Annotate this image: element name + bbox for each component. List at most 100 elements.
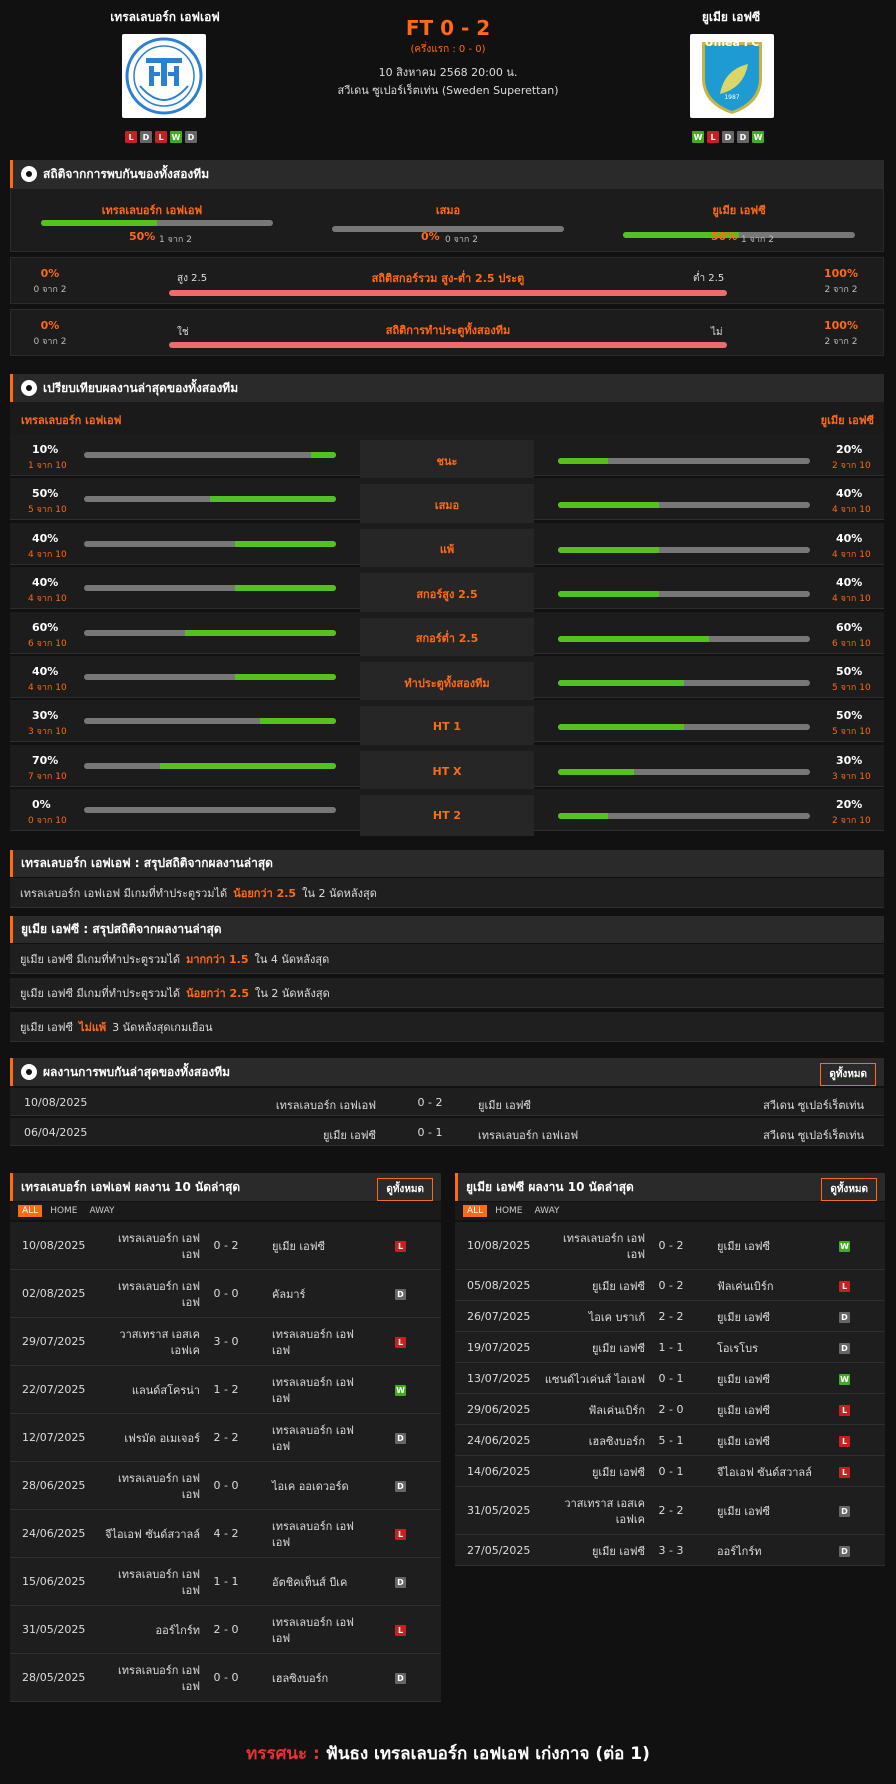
last_home-row[interactable]: 28/06/2025 เทรลเลบอร์ก เอฟ เอฟ 0 - 0 ไอเค อ…: [10, 1462, 441, 1510]
compare-home-pct: 40%: [32, 531, 59, 545]
last_home-row[interactable]: 29/07/2025 วาสเทราส เอสเค เอฟเค 3 - 0 เทรลเ…: [10, 1318, 441, 1366]
last_home-row[interactable]: 10/08/2025 เทรลเลบอร์ก เอฟ เอฟ 0 - 2 ยูเมีย…: [10, 1222, 441, 1270]
compare-home-pct: 40%: [32, 576, 59, 590]
last_home-row[interactable]: 22/07/2025 แลนด์สโครน่า 1 - 2 เทรลเลบอร์ก เ…: [10, 1366, 441, 1414]
away-team-logo[interactable]: [690, 34, 774, 118]
ou-right-sub: 2 จาก 2: [824, 285, 858, 295]
summary_home-line-text: เทรลเลบอร์ก เอฟเอฟ มีเกมที่ทำประตูรวมได้: [20, 886, 228, 900]
last_away-row[interactable]: 24/06/2025 เฮลซิงบอร์ก 5 - 1 ยูเมีย เอฟซี L: [455, 1425, 885, 1456]
h2h-view-all-button[interactable]: ดูทั้งหมด: [820, 1063, 876, 1086]
league-name[interactable]: สวีเดน ซูเปอร์เร็ตเท่น (Sweden Superetta…: [337, 84, 559, 97]
last_home-away: ไอเค ออเดวอร์ด: [272, 1480, 349, 1493]
summary_away-line-highlight: ไม่แพ้: [79, 1020, 107, 1034]
h2h-stats-header: สถิติจากการพบกันของทั้งสองทีม: [10, 160, 884, 188]
last_away-row[interactable]: 31/05/2025 วาสเทราส เอสเค เอฟเค 2 - 2 ยูเมี…: [455, 1487, 885, 1535]
compare-label: เสมอ: [360, 484, 534, 526]
last-away-view-all-button[interactable]: ดูทั้งหมด: [821, 1178, 877, 1201]
h2h-away-bar: [623, 232, 855, 238]
summary_away-line-text: ยูเมีย เอฟซี มีเกมที่ทำประตูรวมได้: [20, 952, 181, 966]
last_away-away: ออร์ไกร์ท: [717, 1544, 762, 1558]
last_home-tab-away[interactable]: AWAY: [89, 1206, 115, 1216]
last_away-tab-all[interactable]: ALL: [463, 1205, 488, 1217]
last_away-row[interactable]: 29/06/2025 ฟัลเค่นเบิร์ก 2 - 0 ยูเมีย เอฟซี…: [455, 1394, 885, 1425]
last_away-date: 10/08/2025: [467, 1239, 531, 1252]
compare-home-bar: [84, 540, 336, 547]
last_away-tab-away[interactable]: AWAY: [534, 1206, 560, 1216]
home-team-logo[interactable]: [122, 34, 206, 118]
compare-away-pct: 30%: [836, 753, 863, 767]
compare-label: สกอร์ต่ำ 2.5: [360, 617, 534, 659]
last_home-result-badge: D: [395, 1481, 406, 1492]
last_home-score: 0 - 2: [213, 1239, 239, 1252]
last_away-row[interactable]: 19/07/2025 ยูเมีย เอฟซี 1 - 1 โอเรโบร D: [455, 1332, 885, 1363]
last_away-result-badge: L: [839, 1466, 850, 1478]
last_home-row[interactable]: 31/05/2025 ออร์ไกร์ท 2 - 0 เทรลเลบอร์ก เอฟ …: [10, 1606, 441, 1654]
away-form-badge: L: [707, 131, 719, 143]
compare-away-pct: 60%: [836, 620, 863, 634]
last_away-date: 14/06/2025: [467, 1464, 531, 1478]
compare-away-sub: 4 จาก 10: [832, 549, 871, 560]
last_home-row[interactable]: 28/05/2025 เทรลเลบอร์ก เอฟ เอฟ 0 - 0 เฮลซิง…: [10, 1654, 441, 1702]
h2h-draw-label: เสมอ: [435, 204, 461, 217]
last_away-row[interactable]: 27/05/2025 ยูเมีย เอฟซี 3 - 3 ออร์ไกร์ท D: [455, 1535, 885, 1566]
last_away-home: ยูเมีย เอฟซี: [591, 1465, 645, 1479]
prediction-label: ทรรศนะ :: [246, 1744, 320, 1764]
last_away-row[interactable]: 10/08/2025 เทรลเลบอร์ก เอฟ เอฟ 0 - 2 ยูเมีย…: [455, 1222, 885, 1270]
home-team-name[interactable]: เทรลเลบอร์ก เอฟเอฟ: [110, 10, 220, 24]
compare-away-fill: [558, 768, 634, 775]
summary_away-line-text: ยูเมีย เอฟซี: [20, 1020, 74, 1034]
last_away-tab-home[interactable]: HOME: [495, 1206, 523, 1216]
h2h-score: 0 - 2: [417, 1096, 443, 1109]
last_home-tab-home[interactable]: HOME: [50, 1206, 78, 1216]
h2h-row[interactable]: 10/08/2025 เทรลเลบอร์ก เอฟเอฟ 0 - 2 ยูเมีย …: [10, 1088, 884, 1116]
btts-panel: 0% 0 จาก 2 ใช่ สถิติการทำประตูทั้งสองทีม…: [10, 309, 884, 356]
btts-left-label: ใช่: [177, 327, 189, 338]
prediction-text: ฟันธง เทรลเลบอร์ก เอฟเอฟ เก่งกาจ (ต่อ 1): [325, 1744, 650, 1764]
match-datetime: 10 สิงหาคม 2568 20:00 น.: [378, 66, 518, 79]
last_home-row[interactable]: 02/08/2025 เทรลเลบอร์ก เอฟ เอฟ 0 - 0 คัลมาร…: [10, 1270, 441, 1318]
summary-home-header: เทรลเลบอร์ก เอฟเอฟ : สรุปสถิติจากผลงานล่…: [10, 850, 884, 877]
last_away-away: โอเรโบร: [717, 1341, 758, 1355]
compare-away-fill: [558, 680, 684, 686]
ou-left-label: สูง 2.5: [177, 273, 208, 284]
last_home-result-badge: L: [395, 1529, 406, 1540]
last_home-row[interactable]: 24/06/2025 จีไอเอฟ ซันด์สวาลล์ 4 - 2 เทรลเล…: [10, 1510, 441, 1558]
h2h-away-pct: 50%: [711, 230, 738, 243]
compare-home-fill: [210, 496, 336, 503]
last_away-row[interactable]: 26/07/2025 ไอเค บราเก้ 2 - 2 ยูเมีย เอฟซี D: [455, 1301, 885, 1332]
h2h-date: 10/08/2025: [24, 1096, 88, 1109]
compare-away-pct: 40%: [836, 531, 863, 545]
last_home-tab-all[interactable]: ALL: [18, 1205, 43, 1217]
last_home-home: เทรลเลบอร์ก เอฟ เอฟ: [118, 1664, 200, 1693]
away-team-name[interactable]: ยูเมีย เอฟซี: [701, 10, 761, 24]
last_away-home: ฟัลเค่นเบิร์ก: [588, 1403, 645, 1417]
last_home-date: 29/07/2025: [22, 1335, 86, 1348]
last-away-tabs: ALL HOME AWAY: [455, 1202, 885, 1220]
last_away-result-badge: L: [839, 1280, 850, 1292]
home-form-badge: L: [155, 131, 167, 143]
btts-right-label: ไม่: [711, 327, 723, 338]
compare-home-bar: [84, 452, 336, 458]
ou-left-sub: 0 จาก 2: [33, 285, 67, 295]
compare-away-pct: 40%: [836, 487, 863, 501]
away-form-badge: W: [692, 131, 704, 143]
last_away-away: ยูเมีย เอฟซี: [717, 1240, 771, 1253]
compare-home-pct: 30%: [32, 709, 59, 723]
last_away-row[interactable]: 05/08/2025 ยูเมีย เอฟซี 0 - 2 ฟัลเค่นเบิร์ก…: [455, 1270, 885, 1301]
btts-left-sub: 0 จาก 2: [33, 337, 67, 347]
last_away-row[interactable]: 14/06/2025 ยูเมีย เอฟซี 0 - 1 จีไอเอฟ ซันด์…: [455, 1456, 885, 1487]
h2h-away-sub: 1 จาก 2: [741, 235, 774, 245]
compare-home-fill: [235, 585, 336, 592]
h2h-row[interactable]: 06/04/2025 ยูเมีย เอฟซี 0 - 1 เทรลเลบอร์ก เ…: [10, 1118, 884, 1146]
last_away-result-badge: L: [839, 1404, 850, 1416]
last_home-row[interactable]: 15/06/2025 เทรลเลบอร์ก เอฟ เอฟ 1 - 1 อัตชิค…: [10, 1558, 441, 1606]
last-home-view-all-button[interactable]: ดูทั้งหมด: [377, 1178, 433, 1201]
last_home-score: 2 - 0: [213, 1623, 239, 1636]
last_away-score: 0 - 2: [658, 1278, 684, 1292]
compare-home-pct: 70%: [32, 753, 59, 767]
btts-right-sub: 2 จาก 2: [824, 337, 858, 347]
last_away-row[interactable]: 13/07/2025 แซนด์ไวเค่นส์ ไอเอฟ 0 - 1 ยูเมีย…: [455, 1363, 885, 1394]
compare-label: HT X: [360, 750, 534, 792]
last_home-row[interactable]: 12/07/2025 เฟรมัด อเมเจอร์ 2 - 2 เทรลเลบอร์…: [10, 1414, 441, 1462]
h2h-stats-panel: เทรลเลบอร์ก เอฟเอฟ 50% 1 จาก 2 เสมอ 0% 0…: [10, 188, 884, 252]
